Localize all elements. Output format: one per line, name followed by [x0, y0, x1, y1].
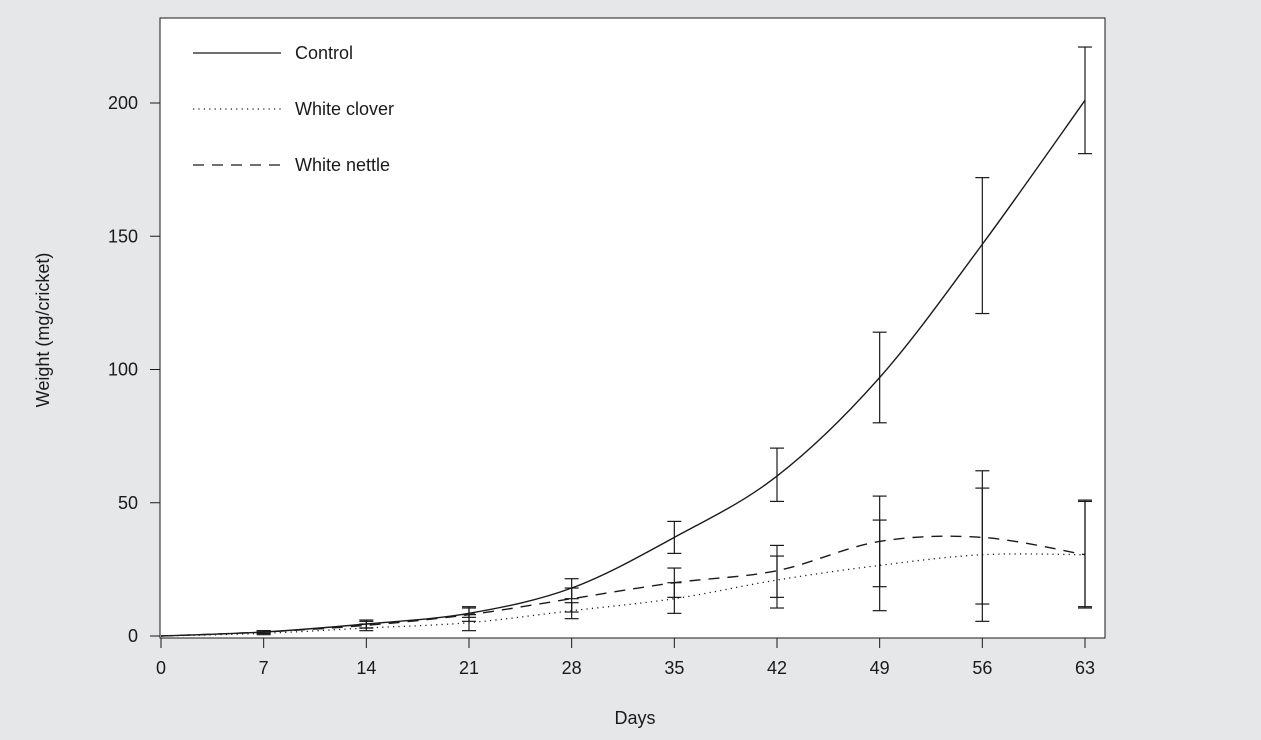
- plot-area: [159, 17, 1106, 639]
- error-bar-control: [872, 331, 887, 424]
- y-tick-label: 100: [108, 360, 138, 380]
- y-tick-label: 50: [118, 493, 138, 513]
- x-tick-label: 7: [259, 658, 269, 678]
- error-bar-white-nettle: [975, 470, 990, 605]
- x-tick-label: 49: [870, 658, 890, 678]
- y-axis: 0 50 100 150 200: [108, 18, 161, 646]
- error-bar-control: [1078, 46, 1092, 155]
- legend-label-white-clover: White clover: [295, 99, 394, 119]
- x-tick-label: 35: [664, 658, 684, 678]
- series-layer: [160, 46, 1092, 637]
- error-bar-white-nettle: [564, 587, 579, 613]
- legend-label-control: Control: [295, 43, 353, 63]
- error-bar-control: [770, 447, 784, 503]
- error-bar-white-nettle: [359, 620, 374, 629]
- y-axis-label: Weight (mg/cricket): [33, 253, 53, 408]
- error-bar-white-nettle: [770, 544, 784, 598]
- error-bar-white-nettle: [256, 630, 271, 634]
- error-bar-white-nettle: [462, 607, 476, 622]
- y-tick-label: 0: [128, 626, 138, 646]
- legend: Control White clover White nettle: [193, 43, 394, 175]
- series-line-white-nettle: [160, 535, 1086, 637]
- error-bar-white-nettle: [1078, 500, 1092, 609]
- x-tick-label: 63: [1075, 658, 1095, 678]
- y-tick-label: 150: [108, 226, 138, 246]
- x-tick-label: 28: [562, 658, 582, 678]
- x-tick-label: 21: [459, 658, 479, 678]
- x-tick-label: 42: [767, 658, 787, 678]
- y-tick-label: 200: [108, 93, 138, 113]
- series-line-control: [160, 99, 1086, 637]
- error-bar-white-nettle: [872, 495, 887, 588]
- legend-label-white-nettle: White nettle: [295, 155, 390, 175]
- error-bar-control: [667, 520, 682, 554]
- x-axis-label: Days: [614, 708, 655, 728]
- x-axis: 0 7 14 21 28 35 42 49 56 63: [156, 637, 1105, 678]
- x-tick-label: 0: [156, 658, 166, 678]
- error-bar-white-nettle: [667, 567, 682, 598]
- error-bar-control: [975, 177, 990, 315]
- x-tick-label: 14: [356, 658, 376, 678]
- x-tick-label: 56: [972, 658, 992, 678]
